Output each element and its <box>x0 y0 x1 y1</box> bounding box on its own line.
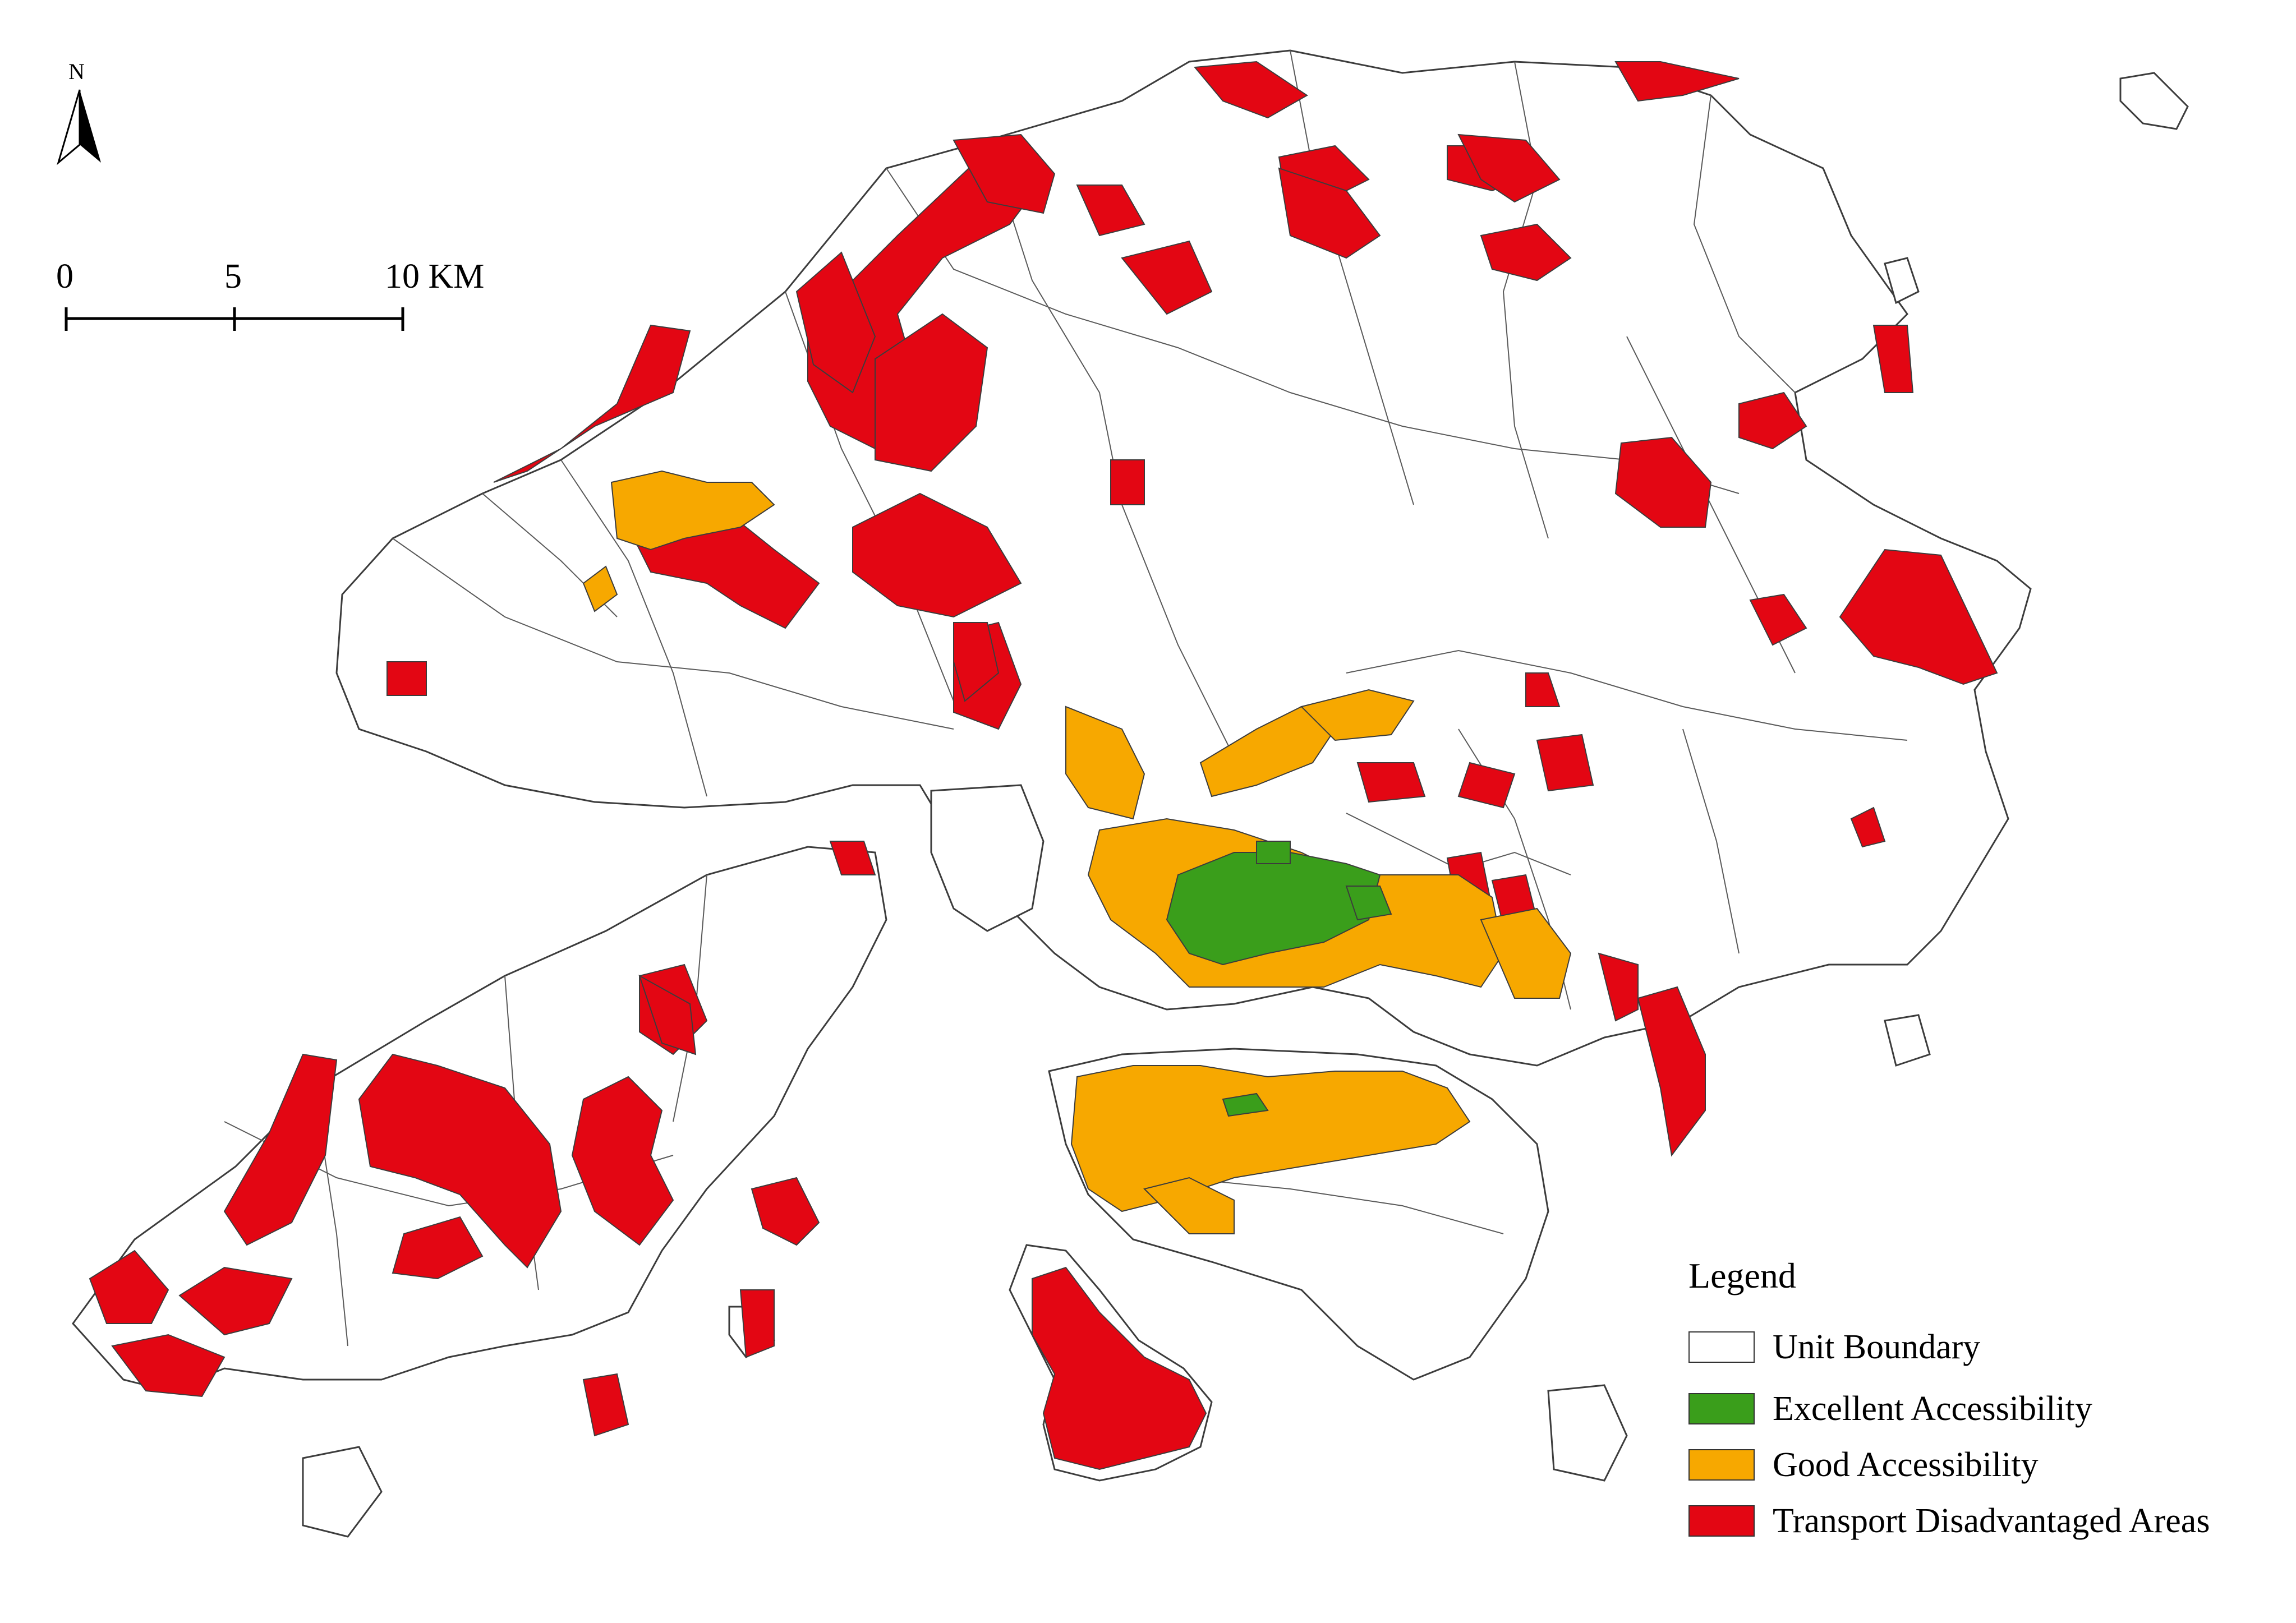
disadvantaged-area <box>1356 762 1426 803</box>
disadvantaged-area <box>1525 672 1561 707</box>
disadvantaged-area <box>1536 734 1594 792</box>
island-boundary <box>1884 1014 1931 1067</box>
disadvantaged-area <box>493 324 691 483</box>
excellent-accessibility-areas <box>1166 841 1392 1117</box>
disadvantaged-area <box>1839 548 1998 685</box>
disadvantaged-area <box>178 1266 293 1336</box>
disadvantaged-area <box>953 622 1000 702</box>
disadvantaged-area <box>571 1076 674 1246</box>
legend-swatch-good <box>1688 1449 1755 1481</box>
disadvantaged-area <box>829 841 876 875</box>
disadvantaged-area <box>795 251 876 394</box>
island-boundary <box>1884 257 1920 305</box>
legend-label: Excellent Accessibility <box>1773 1389 2092 1428</box>
disadvantaged-area <box>1598 952 1639 1022</box>
disadvantaged-areas <box>89 61 1998 1470</box>
good-area <box>1480 907 1572 999</box>
disadvantaged-area <box>1076 185 1145 237</box>
island-boundary <box>302 1446 383 1538</box>
disadvantaged-area <box>638 974 697 1055</box>
disadvantaged-area <box>1872 325 1914 393</box>
disadvantaged-area <box>852 492 1022 618</box>
north-arrow-icon <box>57 89 101 165</box>
good-area <box>1143 1177 1235 1234</box>
excellent-area <box>1345 886 1392 921</box>
disadvantaged-area <box>1614 436 1712 528</box>
disadvantaged-area <box>358 1053 562 1269</box>
scale-label-0: 0 <box>56 257 73 296</box>
good-area <box>582 565 618 612</box>
tsing-yi-boundary <box>930 784 1045 932</box>
disadvantaged-area <box>1749 593 1807 646</box>
disadvantaged-area <box>89 1249 169 1324</box>
good-area <box>1070 1065 1471 1212</box>
excellent-area <box>1256 841 1291 864</box>
disadvantaged-area <box>386 661 427 696</box>
legend-label: Unit Boundary <box>1773 1327 1981 1366</box>
disadvantaged-area <box>223 1053 338 1246</box>
scale-label-5: 5 <box>224 257 242 296</box>
island-boundary <box>2119 72 2189 130</box>
disadvantaged-area <box>751 1177 820 1246</box>
legend-swatch-boundary <box>1688 1331 1755 1363</box>
north-label: N <box>68 59 85 84</box>
good-area <box>1300 689 1415 741</box>
disadvantaged-area <box>392 1216 484 1280</box>
disadvantaged-area <box>875 313 988 472</box>
disadvantaged-area <box>1738 391 1807 450</box>
disadvantaged-area <box>1194 61 1308 119</box>
island-boundary <box>1547 1384 1628 1482</box>
disadvantaged-area <box>1110 459 1145 505</box>
legend-swatch-disadvantaged <box>1688 1505 1755 1537</box>
good-area <box>1065 706 1145 820</box>
disadvantaged-area <box>1637 986 1706 1157</box>
disadvantaged-area <box>111 1334 226 1398</box>
disadvantaged-area <box>739 1289 775 1358</box>
disadvantaged-area <box>582 1373 629 1437</box>
disadvantaged-area <box>1614 61 1740 102</box>
disadvantaged-area <box>1278 167 1381 259</box>
good-area <box>1199 706 1336 797</box>
disadvantaged-area <box>1121 240 1213 315</box>
disadvantaged-area <box>1480 223 1572 282</box>
disadvantaged-area <box>1457 762 1516 809</box>
legend-label: Good Accessibility <box>1773 1445 2039 1484</box>
legend-item-disadvantaged: Transport Disadvantaged Areas <box>1688 1497 2210 1544</box>
good-area <box>610 470 775 551</box>
legend-title: Legend <box>1688 1256 1796 1295</box>
excellent-area <box>1222 1092 1269 1117</box>
scale-bar <box>65 307 404 331</box>
legend-swatch-excellent <box>1688 1393 1755 1424</box>
legend-label: Transport Disadvantaged Areas <box>1773 1501 2210 1540</box>
legend-item-good: Good Accessibility <box>1688 1441 2039 1488</box>
legend-item-unit-boundary: Unit Boundary <box>1688 1324 1980 1371</box>
legend-item-excellent: Excellent Accessibility <box>1688 1385 2092 1432</box>
scale-label-10km: 10 KM <box>385 257 485 296</box>
disadvantaged-area <box>953 133 1056 214</box>
disadvantaged-area <box>1850 806 1886 848</box>
disadvantaged-area <box>1457 133 1561 203</box>
disadvantaged-area <box>1032 1266 1207 1470</box>
